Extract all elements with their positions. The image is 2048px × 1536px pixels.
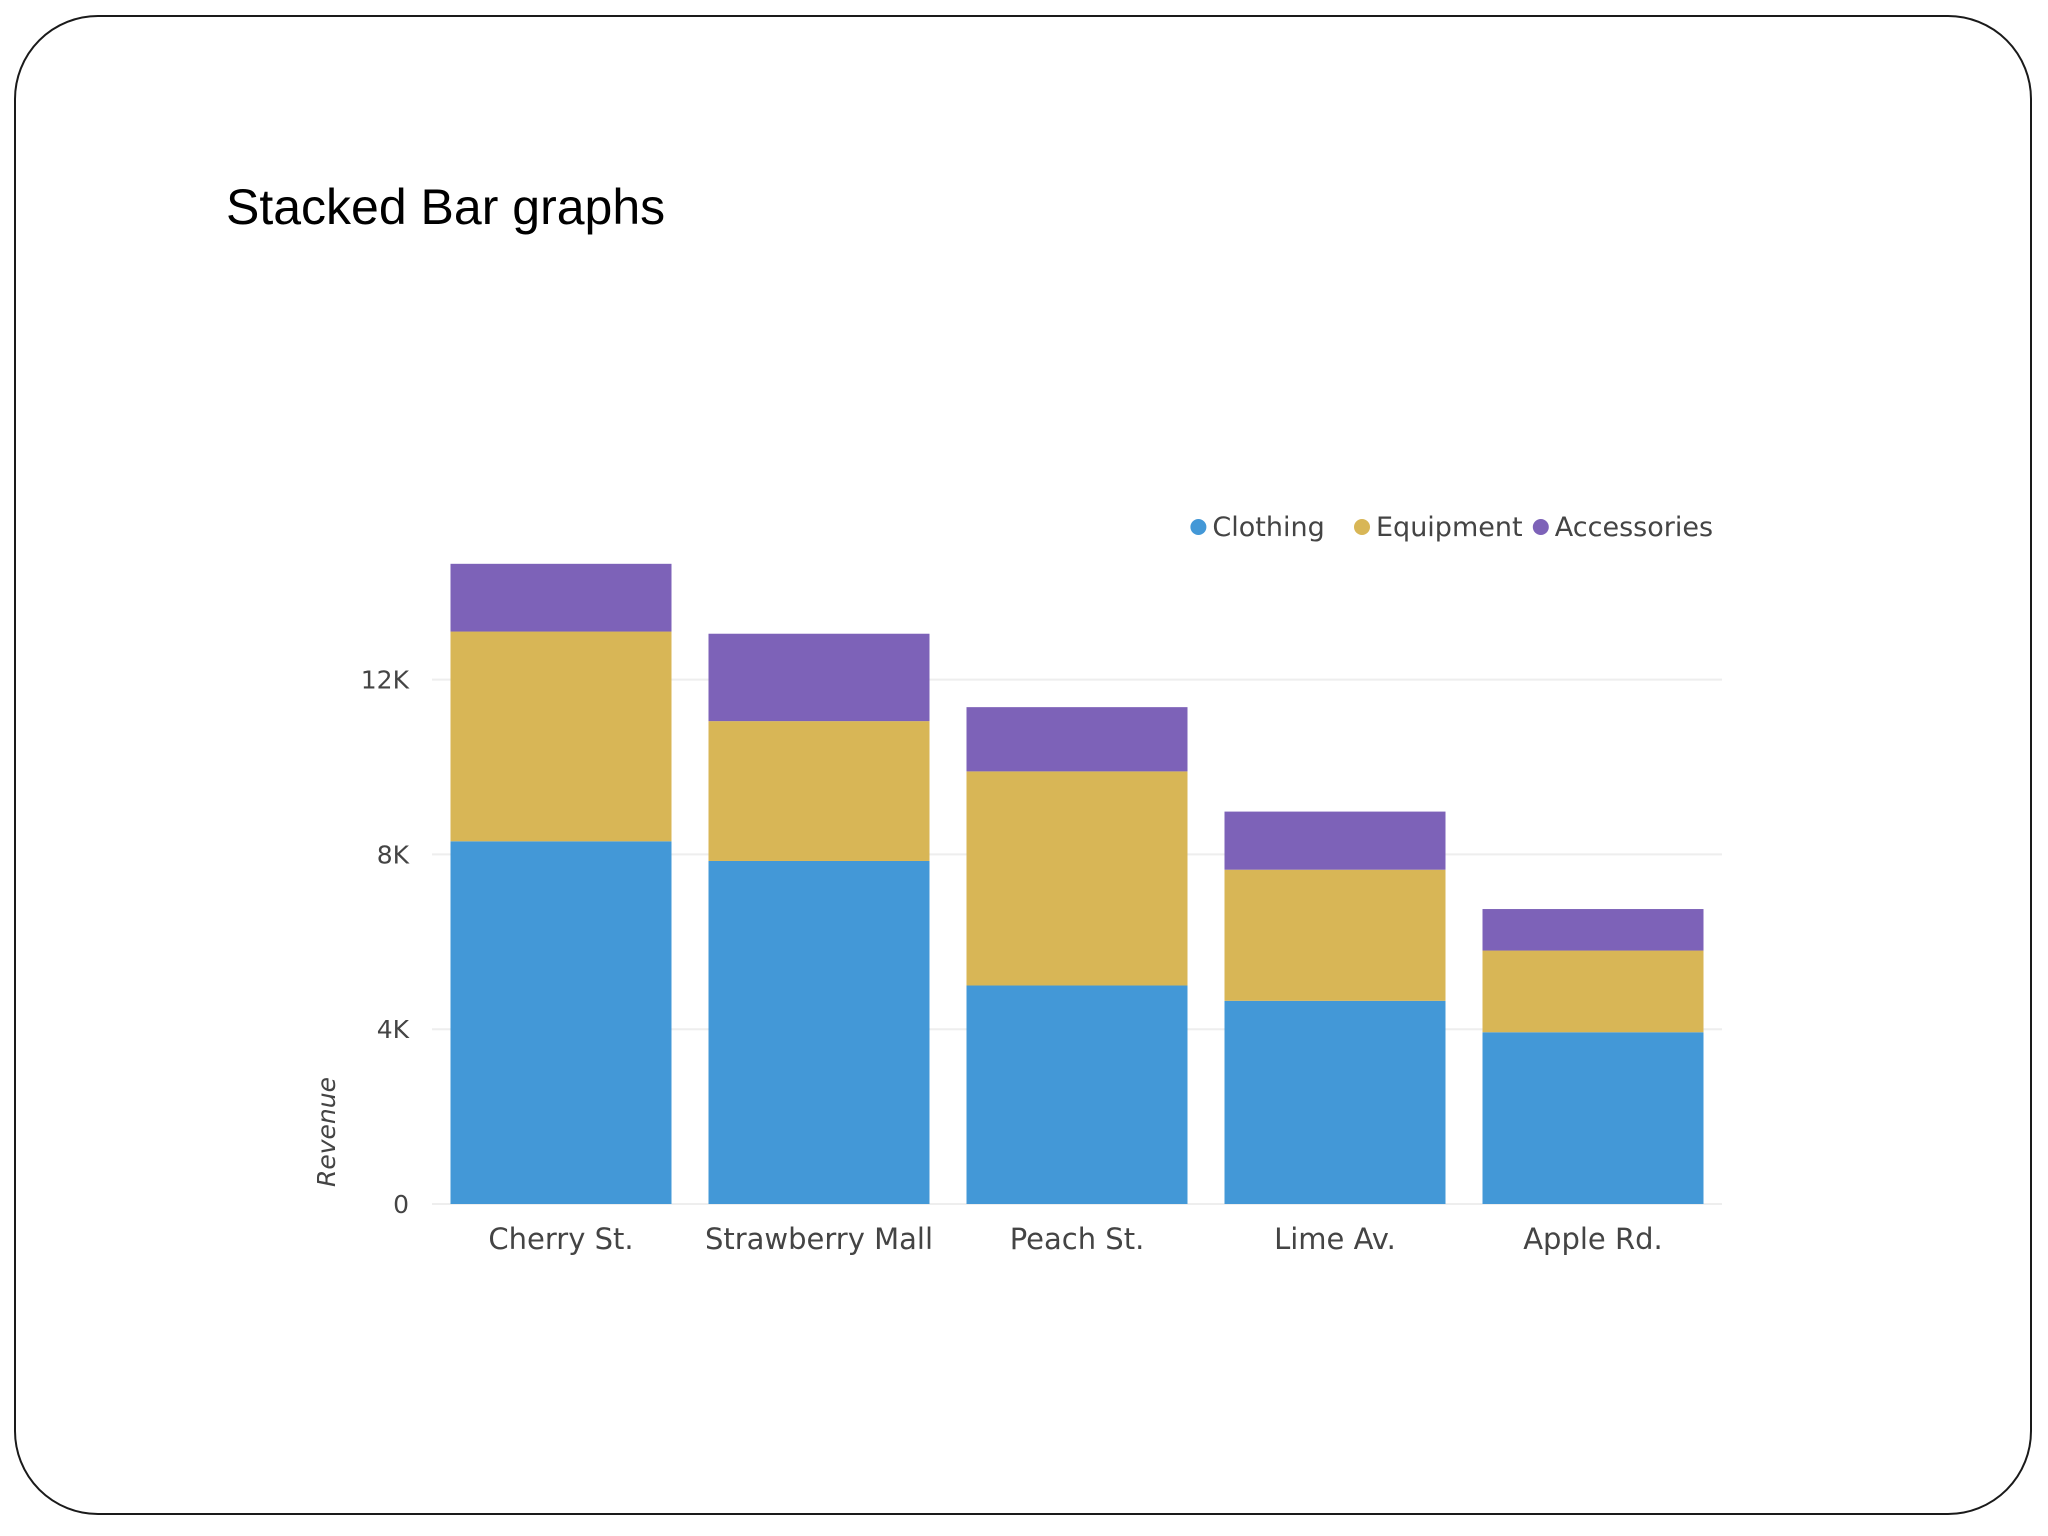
bar-segment-accessories bbox=[1482, 909, 1704, 951]
x-axis-categories: Cherry St. Strawberry Mall Peach St. Lime A… bbox=[488, 1222, 1662, 1256]
bar-segment-accessories bbox=[966, 707, 1188, 772]
bar-segment-equipment bbox=[1224, 869, 1446, 1001]
legend-label: Equipment bbox=[1376, 512, 1523, 543]
bar-segment-equipment bbox=[1482, 950, 1704, 1033]
bar-segment-accessories bbox=[450, 563, 672, 632]
bar-segment-equipment bbox=[708, 721, 930, 861]
bar-segment-clothing bbox=[966, 985, 1188, 1204]
legend-label: Accessories bbox=[1555, 512, 1713, 543]
bar-segment-accessories bbox=[1224, 811, 1446, 870]
bar-segment-clothing bbox=[708, 860, 930, 1204]
bar-segment-accessories bbox=[708, 633, 930, 722]
x-category-label: Strawberry Mall bbox=[705, 1222, 933, 1256]
bar-segment-clothing bbox=[450, 841, 672, 1204]
y-tick-label: 0 bbox=[393, 1190, 409, 1219]
legend-label: Clothing bbox=[1212, 512, 1324, 543]
y-tick-label: 8K bbox=[377, 840, 410, 869]
x-category-label: Cherry St. bbox=[488, 1222, 633, 1256]
bars bbox=[450, 563, 1704, 1204]
bar-segment-clothing bbox=[1224, 1000, 1446, 1204]
y-axis-ticks: 0 4K 8K 12K bbox=[361, 666, 410, 1219]
x-category-label: Peach St. bbox=[1010, 1222, 1145, 1256]
legend-marker-accessories bbox=[1532, 519, 1549, 535]
y-axis-label: Revenue bbox=[312, 1077, 341, 1187]
y-tick-label: 4K bbox=[377, 1015, 410, 1044]
bar-segment-clothing bbox=[1482, 1032, 1704, 1204]
bar-segment-equipment bbox=[966, 771, 1188, 986]
x-category-label: Apple Rd. bbox=[1523, 1222, 1663, 1256]
bar-segment-equipment bbox=[450, 631, 672, 842]
y-tick-label: 12K bbox=[361, 666, 410, 695]
legend-marker-equipment bbox=[1354, 519, 1370, 535]
x-category-label: Lime Av. bbox=[1274, 1222, 1396, 1256]
slide-title: Stacked Bar graphs bbox=[226, 179, 666, 235]
legend-marker-clothing bbox=[1190, 519, 1207, 535]
legend: Clothing Equipment Accessories bbox=[1190, 512, 1713, 543]
